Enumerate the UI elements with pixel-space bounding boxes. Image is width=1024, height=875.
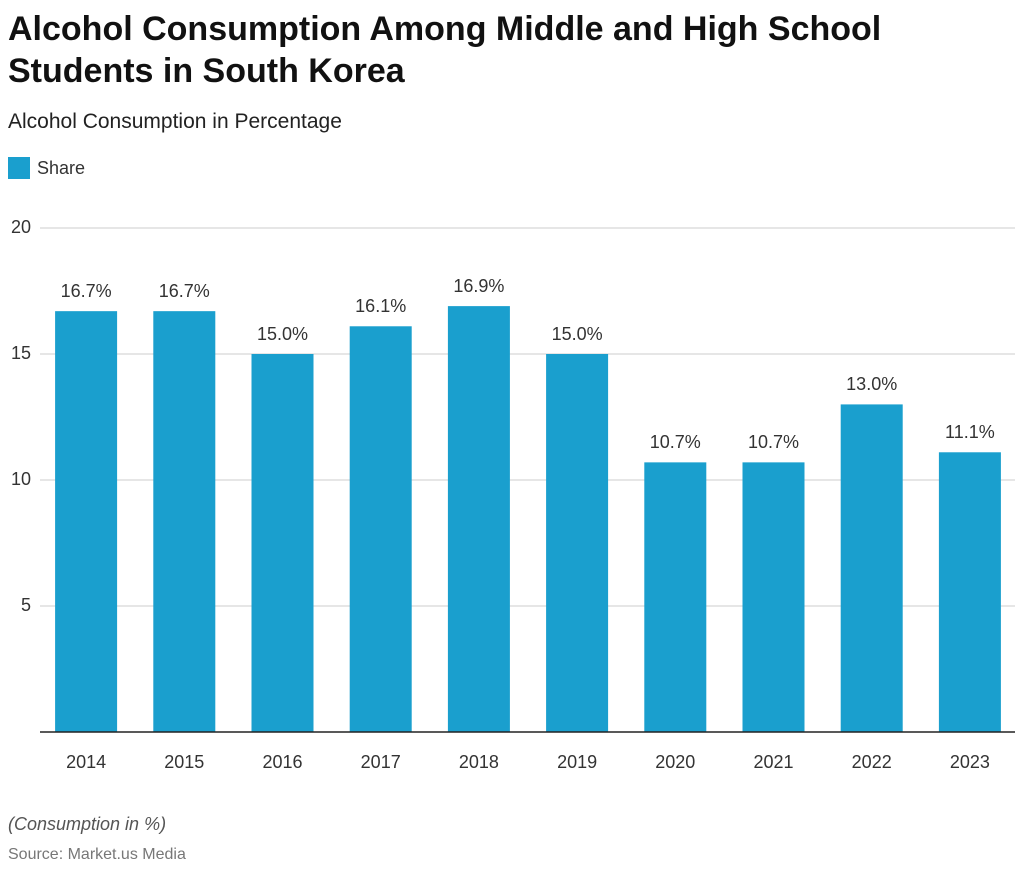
x-tick-label: 2018	[459, 752, 499, 772]
bar	[349, 326, 412, 732]
y-tick-label: 5	[21, 595, 31, 615]
bar	[840, 404, 903, 732]
value-label: 11.1%	[945, 422, 995, 442]
value-label: 10.7%	[748, 432, 799, 452]
x-tick-label: 2017	[361, 752, 401, 772]
bar	[447, 306, 510, 732]
chart: Share 5 10 15 20 2014 2015 2016 2017 2018 2019 2020…	[8, 157, 1015, 772]
x-tick-label: 2020	[655, 752, 695, 772]
x-tick-label: 2021	[753, 752, 793, 772]
x-tick-label: 2014	[66, 752, 106, 772]
value-label: 16.9%	[453, 276, 504, 296]
x-tick-label: 2015	[164, 752, 204, 772]
bar	[644, 462, 707, 732]
value-label: 16.7%	[61, 281, 112, 301]
y-tick-label: 15	[11, 343, 31, 363]
value-label: 13.0%	[846, 374, 897, 394]
y-tick-label: 20	[11, 217, 31, 237]
x-tick-label: 2016	[262, 752, 302, 772]
source: Source: Market.us Media	[8, 846, 186, 863]
value-label: 16.7%	[159, 281, 210, 301]
x-tick-label: 2019	[557, 752, 597, 772]
value-label: 15.0%	[552, 324, 603, 344]
value-label: 16.1%	[355, 296, 406, 316]
bar	[742, 462, 805, 732]
bar	[55, 311, 118, 732]
legend-swatch	[8, 157, 30, 179]
y-tick-label: 10	[11, 469, 31, 489]
bar	[938, 452, 1001, 732]
chart-subtitle: Alcohol Consumption in Percentage	[8, 110, 342, 133]
legend-label: Share	[37, 158, 85, 178]
x-tick-label: 2022	[852, 752, 892, 772]
value-label: 10.7%	[650, 432, 701, 452]
note: (Consumption in %)	[8, 814, 167, 834]
value-label: 15.0%	[257, 324, 308, 344]
chart-title: Alcohol Consumption Among Middle and Hig…	[8, 10, 882, 90]
x-tick-label: 2023	[950, 752, 990, 772]
bar	[153, 311, 216, 732]
bar	[546, 354, 609, 732]
bar	[251, 354, 314, 732]
